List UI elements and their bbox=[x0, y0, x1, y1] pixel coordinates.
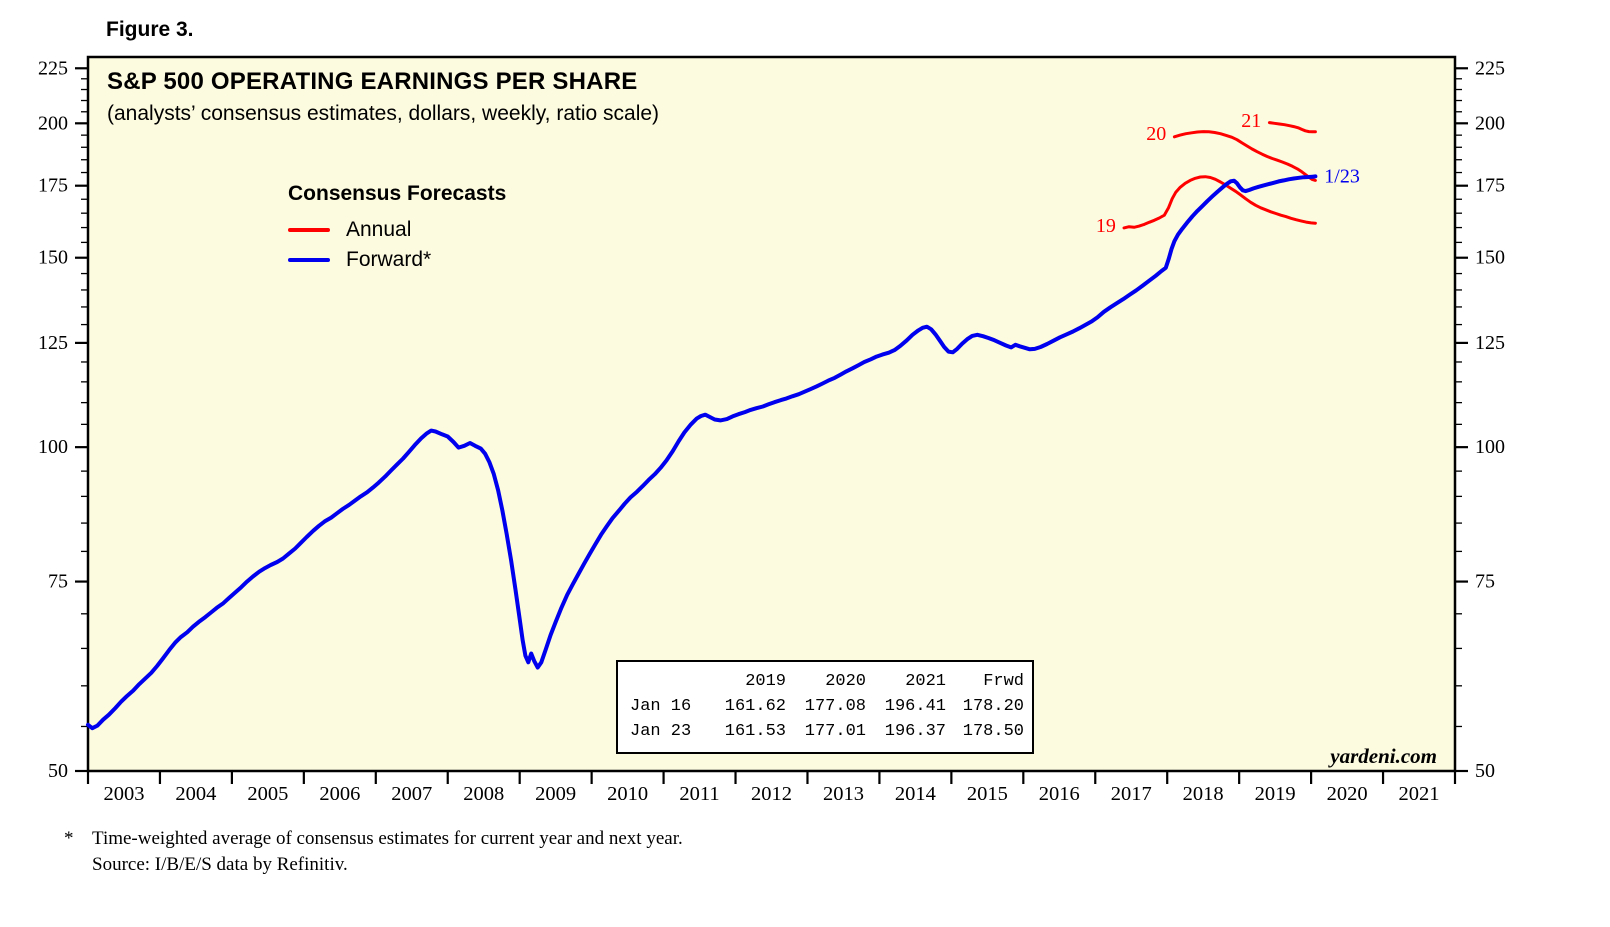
table-cell: 196.41 bbox=[884, 697, 946, 716]
y-axis-label-right: 50 bbox=[1475, 760, 1495, 782]
footnote-source: Source: I/B/E/S data by Refinitiv. bbox=[92, 854, 348, 875]
x-axis-label: 2014 bbox=[895, 783, 936, 805]
series-annual_2021 bbox=[1267, 121, 1317, 134]
y-axis-label-right: 100 bbox=[1475, 436, 1505, 458]
plot-area bbox=[86, 55, 1457, 773]
table-row: Jan 16 161.62 177.08 196.41 178.20 bbox=[626, 694, 1024, 719]
footnote-indent bbox=[64, 852, 92, 878]
x-axis-label: 2012 bbox=[751, 783, 792, 805]
table-header-cell bbox=[626, 669, 708, 694]
series-annotation: 21 bbox=[1241, 110, 1261, 132]
table-cell: 161.62 bbox=[724, 697, 786, 716]
footnote: * Time-weighted average of consensus est… bbox=[64, 826, 683, 878]
legend-title: Consensus Forecasts bbox=[288, 182, 507, 205]
table-cell: Jan 23 bbox=[630, 722, 692, 741]
table-header-cell: 2021 bbox=[905, 672, 946, 691]
x-axis-label: 2011 bbox=[679, 783, 719, 805]
y-axis-label-right: 200 bbox=[1475, 112, 1505, 134]
y-axis-label-right: 175 bbox=[1475, 175, 1505, 197]
legend-item-forward: Forward* bbox=[288, 245, 506, 275]
forward-line-swatch bbox=[288, 258, 330, 262]
footnote-line-2: Source: I/B/E/S data by Refinitiv. bbox=[64, 852, 683, 878]
y-axis-label-left: 200 bbox=[38, 112, 68, 134]
footnote-text: Time-weighted average of consensus estim… bbox=[92, 828, 683, 849]
table-cell: Jan 16 bbox=[630, 697, 692, 716]
table-cell: 178.20 bbox=[962, 697, 1024, 716]
x-axis-label: 2020 bbox=[1327, 783, 1368, 805]
x-axis-label: 2006 bbox=[319, 783, 360, 805]
watermark: yardeni.com bbox=[1330, 744, 1437, 768]
series-annual_2020 bbox=[1172, 130, 1317, 182]
x-axis-label: 2015 bbox=[967, 783, 1008, 805]
table-header-row: 2019 2020 2021 Frwd bbox=[626, 669, 1024, 694]
table-cell: 161.53 bbox=[724, 722, 786, 741]
table-cell: 196.37 bbox=[884, 722, 946, 741]
y-axis-label-right: 125 bbox=[1475, 332, 1505, 354]
x-axis-label: 2013 bbox=[823, 783, 864, 805]
table-cell: 177.01 bbox=[804, 722, 866, 741]
y-axis-label-left: 175 bbox=[38, 175, 68, 197]
legend-items: Annual Forward* bbox=[288, 215, 506, 275]
x-axis-label: 2009 bbox=[535, 783, 576, 805]
data-table: 2019 2020 2021 Frwd Jan 16 161.62 177.08 196.41… bbox=[616, 660, 1034, 754]
y-axis-label-left: 75 bbox=[48, 571, 68, 593]
x-axis: 2003 2004 2005 2006 2007 2008 2009 2010 2011 2012… bbox=[86, 771, 1457, 805]
legend: Consensus Forecasts Annual Forward* bbox=[288, 182, 506, 275]
series-annotation: 1/23 bbox=[1324, 165, 1360, 187]
x-axis-label: 2004 bbox=[175, 783, 216, 805]
y-axis: 50 50 75 75 100 100 125 125 150 150 175 175 200 200 22… bbox=[38, 57, 1505, 782]
x-axis-label: 2021 bbox=[1399, 783, 1440, 805]
legend-label: Forward* bbox=[346, 248, 432, 271]
y-axis-label-left: 100 bbox=[38, 436, 68, 458]
table-header-cell: 2019 bbox=[745, 672, 786, 691]
table-cell: 178.50 bbox=[962, 722, 1024, 741]
x-axis-label: 2016 bbox=[1039, 783, 1080, 805]
legend-label: Annual bbox=[346, 218, 412, 241]
series-annual_2019 bbox=[1122, 175, 1317, 230]
series-annotation: 19 bbox=[1096, 215, 1116, 237]
table-header-cell: 2020 bbox=[825, 672, 866, 691]
x-axis-label: 2005 bbox=[247, 783, 288, 805]
x-axis-label: 2003 bbox=[103, 783, 144, 805]
chart-title: S&P 500 OPERATING EARNINGS PER SHARE bbox=[107, 68, 638, 95]
y-axis-label-left: 125 bbox=[38, 332, 68, 354]
y-axis-label-left: 150 bbox=[38, 247, 68, 269]
figure-label: Figure 3. bbox=[106, 18, 194, 41]
y-axis-label-left: 225 bbox=[38, 57, 68, 79]
x-axis-label: 2017 bbox=[1111, 783, 1152, 805]
series-forward bbox=[86, 174, 1318, 731]
y-axis-label-right: 150 bbox=[1475, 247, 1505, 269]
x-axis-label: 2018 bbox=[1183, 783, 1224, 805]
footnote-line-1: * Time-weighted average of consensus est… bbox=[64, 826, 683, 852]
series-annotation: 20 bbox=[1146, 123, 1166, 145]
table-row: Jan 23 161.53 177.01 196.37 178.50 bbox=[626, 719, 1024, 744]
annual-line-swatch bbox=[288, 228, 330, 232]
table-cell: 177.08 bbox=[804, 697, 866, 716]
y-axis-label-left: 50 bbox=[48, 760, 68, 782]
x-axis-label: 2010 bbox=[607, 783, 648, 805]
chart-subtitle: (analysts’ consensus estimates, dollars,… bbox=[107, 102, 660, 125]
x-axis-label: 2019 bbox=[1255, 783, 1296, 805]
x-axis-label: 2007 bbox=[391, 783, 432, 805]
x-axis-label: 2008 bbox=[463, 783, 504, 805]
y-axis-label-right: 225 bbox=[1475, 57, 1505, 79]
annotations: 19 20 21 1/23 bbox=[1096, 110, 1360, 237]
legend-item-annual: Annual bbox=[288, 215, 506, 245]
table-header-cell: Frwd bbox=[983, 672, 1024, 691]
footnote-asterisk: * bbox=[64, 828, 74, 849]
y-axis-label-right: 75 bbox=[1475, 571, 1495, 593]
